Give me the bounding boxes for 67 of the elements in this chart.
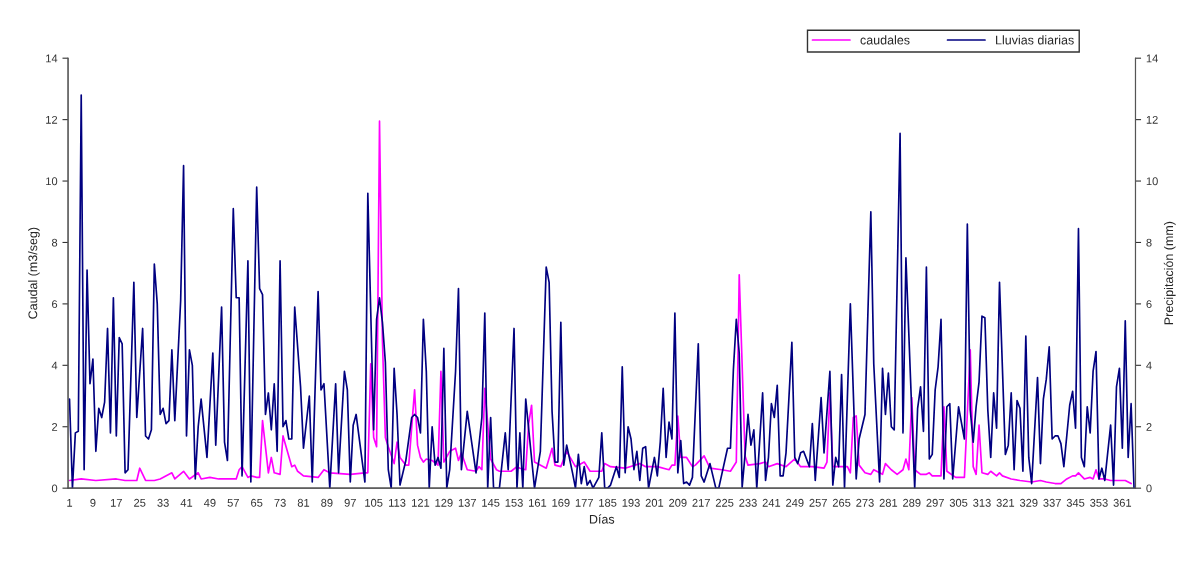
x-tick-label: 217 — [692, 498, 710, 507]
x-tick-label: 313 — [973, 498, 991, 507]
x-tick-label: 209 — [669, 498, 687, 507]
x-tick-label: 265 — [832, 498, 851, 507]
x-tick-label: 233 — [739, 498, 757, 507]
x-tick-label: 129 — [435, 498, 453, 507]
x-tick-label: 89 — [321, 498, 333, 507]
y2-tick-label: 12 — [1146, 115, 1158, 124]
x-tick-label: 273 — [856, 498, 874, 507]
y2-tick-label: 0 — [1146, 484, 1152, 493]
x-tick-label: 145 — [482, 498, 500, 507]
x-tick-label: 225 — [715, 498, 734, 507]
y-tick-label: 10 — [46, 177, 58, 186]
x-tick-label: 289 — [903, 498, 921, 507]
x-tick-label: 241 — [762, 498, 781, 507]
x-tick-label: 81 — [297, 498, 310, 507]
x-tick-label: 161 — [529, 498, 547, 507]
y-tick-label: 6 — [52, 300, 58, 309]
y-tick-label: 14 — [46, 54, 58, 63]
x-tick-label: 1 — [67, 498, 73, 507]
y-tick-label: 8 — [51, 238, 58, 247]
x-tick-label: 361 — [1113, 498, 1132, 507]
y2-tick-label: 2 — [1146, 423, 1152, 431]
y2-tick-label: 10 — [1146, 177, 1158, 186]
x-tick-label: 169 — [552, 498, 570, 507]
x-tick-label: 249 — [786, 498, 804, 507]
y2-tick-label: 14 — [1146, 54, 1158, 63]
x-tick-label: 33 — [157, 498, 169, 507]
x-tick-label: 49 — [203, 498, 216, 507]
y2-tick-label: 6 — [1146, 300, 1152, 309]
legend-label: caudales — [860, 35, 910, 45]
y-tick-label: 12 — [46, 115, 58, 124]
y-tick-label: 2 — [52, 423, 58, 431]
x-tick-label: 17 — [110, 498, 122, 507]
x-tick-label: 201 — [645, 498, 664, 507]
x-tick-label: 353 — [1090, 498, 1108, 507]
x-axis-title: Días — [589, 514, 615, 524]
x-tick-label: 153 — [505, 498, 523, 507]
x-tick-label: 65 — [251, 498, 263, 507]
x-tick-label: 337 — [1043, 498, 1061, 507]
x-tick-label: 345 — [1066, 498, 1085, 507]
x-tick-label: 25 — [134, 498, 146, 507]
x-tick-label: 137 — [458, 498, 476, 507]
x-tick-label: 329 — [1019, 498, 1038, 507]
legend-label: Lluvias diarias — [996, 35, 1074, 45]
x-tick-label: 105 — [365, 498, 383, 507]
x-tick-label: 321 — [996, 498, 1015, 507]
x-tick-label: 41 — [180, 498, 193, 507]
x-tick-label: 257 — [809, 498, 827, 507]
x-tick-label: 297 — [926, 498, 944, 507]
y2-tick-label: 8 — [1146, 238, 1152, 247]
x-tick-label: 193 — [622, 498, 640, 507]
x-tick-label: 121 — [412, 498, 430, 507]
x-tick-label: 9 — [90, 498, 96, 507]
y2-axis-title: Precipitación (mm) — [1163, 221, 1176, 325]
x-tick-label: 305 — [949, 498, 968, 507]
x-tick-label: 185 — [599, 498, 617, 507]
x-tick-label: 177 — [575, 498, 593, 507]
x-tick-label: 73 — [274, 498, 286, 507]
x-tick-label: 113 — [389, 498, 406, 507]
y-axis-title: Caudal (m3/seg) — [28, 227, 40, 319]
x-tick-label: 57 — [227, 498, 239, 507]
x-tick-label: 281 — [879, 498, 898, 507]
y2-tick-label: 4 — [1146, 361, 1152, 370]
x-tick-label: 97 — [344, 498, 356, 507]
y-tick-label: 0 — [51, 484, 58, 493]
y-tick-label: 4 — [51, 361, 58, 370]
